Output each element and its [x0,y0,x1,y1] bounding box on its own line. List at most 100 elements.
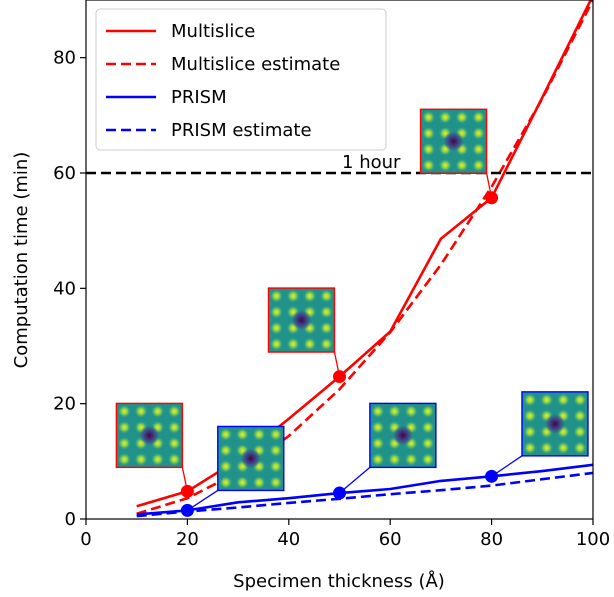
reference-line-label: 1 hour [342,152,401,173]
inset-spot [235,475,250,490]
x-tick-label: 100 [576,529,610,550]
y-tick-label: 20 [53,394,76,415]
inset-spot [572,440,587,455]
marker-prism-20 [180,503,194,517]
inset-spot [420,420,435,435]
inset-spot [454,158,469,173]
inset-spot [421,158,436,173]
series-line-prism-estimate [136,471,593,518]
inset-spot [471,110,486,125]
inset-spot [471,142,486,157]
inset-spot [302,337,317,352]
inset-spot [556,440,571,455]
inset-spot [438,110,453,125]
inset-spot [471,126,486,141]
inset-spot [572,408,587,423]
inset-spot [539,440,554,455]
y-tick-label: 80 [53,48,76,69]
inset-spot [572,424,587,439]
inset-center [240,448,261,469]
x-tick-label: 0 [80,529,91,550]
y-tick-label: 40 [53,278,76,299]
y-tick-label: 0 [65,509,76,530]
inset-spot [117,452,132,467]
inset-spot [218,459,233,474]
inset-spot [319,305,334,320]
inset-spot [420,404,435,419]
inset-spot [117,420,132,435]
inset-spot [420,436,435,451]
marker-prism-80 [485,469,499,483]
inset-prism-20 [187,425,285,511]
inset-spot [471,158,486,173]
inset-spot [404,404,419,419]
inset-multislice-80 [419,108,493,198]
inset-spot [167,420,182,435]
inset-spot [269,289,284,304]
inset-multislice-80-border [419,108,488,174]
inset-center [139,425,160,446]
marker-multislice-50 [333,370,346,384]
inset-multislice-50-border [267,287,336,353]
inset-spot [167,436,182,451]
reference-layer: 1 hour [86,152,593,175]
inset-center [544,413,565,434]
legend-label-prism-estimate: PRISM estimate [171,120,312,141]
inset-spot [370,436,385,451]
inset-spot [167,404,182,419]
inset-spot [150,404,165,419]
series-layer [136,0,593,518]
inset-spot [387,404,402,419]
y-axis-label: Computation time (min) [11,152,32,369]
inset-spot [420,452,435,467]
inset-spot [235,427,250,442]
inset-spot [319,289,334,304]
inset-spot [252,475,267,490]
inset-spot [117,436,132,451]
inset-spot [167,452,182,467]
inset-spot [269,305,284,320]
inset-prism-50-border [369,402,437,469]
inset-spot [286,337,301,352]
inset-spot [252,427,267,442]
legend-label-multislice-estimate: Multislice estimate [171,54,340,75]
inset-spot [522,440,537,455]
legend: Multislice Multislice estimate PRISM PRISM … [95,8,387,151]
x-tick-label: 80 [480,529,503,550]
inset-layer [115,108,589,511]
inset-spot [134,452,149,467]
legend-label-prism: PRISM [171,87,227,108]
y-axis: 0 20 40 60 80 [53,48,86,530]
inset-spot [218,443,233,458]
x-axis-label: Specimen thickness (Å) [233,570,445,592]
inset-spot [268,427,283,442]
legend-box [95,8,387,151]
marker-layer [180,191,499,517]
inset-spot [421,142,436,157]
inset-prism-50-connector [339,466,371,494]
x-tick-label: 20 [176,529,199,550]
inset-center [443,131,464,152]
inset-spot [572,392,587,407]
inset-spot [556,392,571,407]
inset-spot [522,408,537,423]
inset-multislice-20 [115,402,189,492]
inset-center [392,425,413,446]
inset-spot [286,289,301,304]
series-line-prism [136,463,593,516]
inset-spot [150,452,165,467]
inset-spot [218,475,233,490]
inset-prism-80 [491,391,589,477]
inset-multislice-20-border [115,402,184,469]
inset-spot [269,321,284,336]
inset-prism-80-border [521,391,589,457]
plot-frame [85,0,594,520]
inset-spot [370,420,385,435]
inset-spot [319,321,334,336]
inset-spot [370,404,385,419]
legend-label-multislice: Multislice [171,21,255,42]
inset-spot [370,452,385,467]
inset-spot [268,459,283,474]
marker-multislice-20 [180,484,194,498]
